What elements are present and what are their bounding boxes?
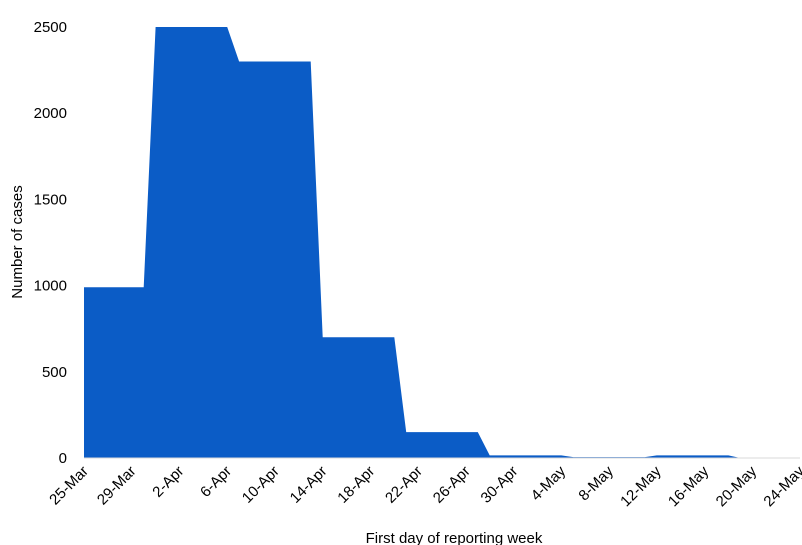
y-axis: 0 500 1000 1500 2000 2500 (34, 19, 67, 467)
x-tick-label: 16-May (665, 462, 713, 510)
x-tick-label: 29-Mar (94, 463, 140, 509)
plot-area (84, 27, 800, 459)
x-axis: 25-Mar 29-Mar 2-Apr 6-Apr 10-Apr 14-Apr 18-Apr… (46, 462, 802, 510)
y-tick-label: 1000 (34, 278, 67, 295)
series-area-0 (84, 27, 800, 458)
y-tick-label: 0 (59, 450, 67, 467)
x-tick-label: 22-Apr (382, 463, 426, 507)
x-tick-label: 14-Apr (287, 463, 331, 507)
y-tick-label: 2500 (34, 19, 67, 36)
x-tick-label: 12-May (617, 462, 665, 510)
y-tick-label: 1500 (34, 191, 67, 208)
y-tick-label: 2000 (34, 105, 67, 122)
x-tick-label: 2-Apr (149, 463, 187, 501)
x-tick-label: 10-Apr (239, 463, 283, 507)
y-tick-label: 500 (42, 364, 67, 381)
x-tick-label: 20-May (713, 462, 761, 510)
x-tick-label: 6-Apr (197, 463, 235, 501)
x-axis-title: First day of reporting week (366, 530, 543, 545)
x-tick-label: 4-May (528, 462, 570, 504)
x-tick-label: 18-Apr (334, 463, 378, 507)
x-tick-label: 26-Apr (430, 463, 474, 507)
x-tick-label: 25-Mar (46, 463, 92, 509)
x-tick-label: 8-May (575, 462, 617, 504)
y-axis-title: Number of cases (9, 185, 26, 298)
x-tick-label: 24-May (760, 462, 802, 510)
x-tick-label: 30-Apr (478, 463, 522, 507)
